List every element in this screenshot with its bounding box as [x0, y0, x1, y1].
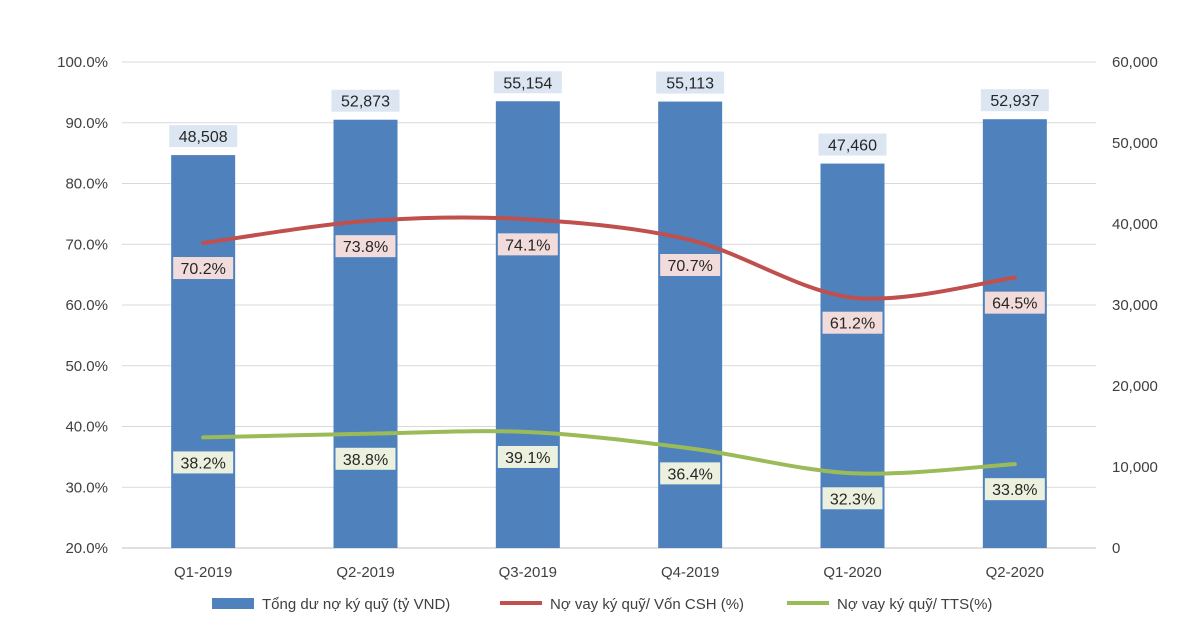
bar [333, 119, 398, 548]
bar-label-bg [980, 89, 1049, 112]
line-label-bg [335, 447, 396, 470]
bar-data-label: 47,460 [828, 138, 877, 155]
left-tick-label: 100.0% [57, 54, 108, 71]
line-data-label: 36.4% [667, 466, 712, 483]
category-label: Q1-2020 [823, 564, 881, 581]
right-axis: 0 10,000 20,000 30,000 40,000 50,000 60,000 [1112, 54, 1158, 557]
line-data-label: 39.1% [505, 450, 550, 467]
bar-label-bg [169, 125, 238, 148]
left-tick-label: 60.0% [65, 297, 108, 314]
line-data-label: 38.2% [180, 455, 225, 472]
line-label-bg [497, 445, 558, 468]
line-data-label: 38.8% [343, 452, 388, 469]
bar [982, 119, 1047, 548]
series-line [201, 429, 1017, 476]
line-data-label: 70.2% [180, 261, 225, 278]
line-data-label: 32.3% [830, 491, 875, 508]
left-tick-label: 80.0% [65, 176, 108, 193]
right-tick-label: 50,000 [1112, 135, 1158, 152]
line-labels: 70.2% 73.8% 74.1% 70.7% 61.2% 64.5% 38.2% 38.8%… [173, 233, 1045, 510]
legend[interactable]: Tổng dư nợ ký quỹ (tỷ VND) Nợ vay ký quỹ/… [212, 596, 992, 613]
right-tick-label: 60,000 [1112, 54, 1158, 71]
left-axis: 20.0% 30.0% 40.0% 50.0% 60.0% 70.0% 80.0% 90.0%… [57, 54, 108, 557]
right-tick-label: 0 [1112, 540, 1120, 557]
right-tick-label: 40,000 [1112, 216, 1158, 233]
line-label-bg [173, 257, 234, 280]
bar-data-label: 52,873 [341, 94, 390, 111]
left-tick-label: 50.0% [65, 358, 108, 375]
left-tick-label: 30.0% [65, 479, 108, 496]
bar-data-label: 55,154 [503, 75, 552, 92]
bar-label-bg [818, 133, 887, 156]
legend-label: Tổng dư nợ ký quỹ (tỷ VND) [262, 596, 450, 613]
bar-labels: 48,508 52,873 55,154 55,113 47,460 52,937 [169, 71, 1049, 156]
bar-series [171, 101, 1047, 549]
left-tick-label: 20.0% [65, 540, 108, 557]
line-label-bg [822, 311, 883, 334]
category-label: Q1-2019 [174, 564, 232, 581]
left-tick-label: 90.0% [65, 115, 108, 132]
line-label-bg [984, 291, 1045, 314]
bar [171, 155, 236, 548]
bar [820, 163, 885, 548]
line-series [201, 215, 1017, 476]
left-tick-label: 40.0% [65, 419, 108, 436]
gridlines [122, 61, 1096, 549]
line-data-label: 70.7% [667, 258, 712, 275]
line-data-label: 33.8% [992, 482, 1037, 499]
line-data-label: 64.5% [992, 296, 1037, 313]
series-line [201, 215, 1017, 301]
bar-label-bg [493, 71, 562, 94]
category-axis: Q1-2019 Q2-2019 Q3-2019 Q4-2019 Q1-2020 Q2-20… [174, 564, 1044, 581]
line-label-bg [335, 235, 396, 258]
category-label: Q3-2019 [499, 564, 557, 581]
line-data-label: 61.2% [830, 316, 875, 333]
line-label-bg [984, 478, 1045, 501]
bar-data-label: 52,937 [990, 93, 1039, 110]
legend-label: Nợ vay ký quỹ/ TTS(%) [837, 596, 992, 613]
line-label-bg [497, 233, 558, 256]
right-tick-label: 10,000 [1112, 459, 1158, 476]
legend-swatch [212, 598, 254, 609]
line-data-label: 73.8% [343, 239, 388, 256]
category-label: Q2-2019 [336, 564, 394, 581]
line-label-bg [822, 487, 883, 510]
line-label-bg [660, 253, 721, 276]
bar-data-label: 55,113 [666, 76, 714, 93]
line-data-label: 74.1% [505, 237, 550, 254]
line-label-bg [173, 451, 234, 474]
category-label: Q4-2019 [661, 564, 719, 581]
bar [495, 101, 560, 549]
left-tick-label: 70.0% [65, 236, 108, 253]
legend-label: Nợ vay ký quỹ/ Vốn CSH (%) [550, 596, 744, 613]
right-tick-label: 30,000 [1112, 297, 1158, 314]
right-tick-label: 20,000 [1112, 378, 1158, 395]
category-label: Q2-2020 [986, 564, 1044, 581]
bar-label-bg [656, 71, 725, 94]
bar-data-label: 48,508 [179, 129, 228, 146]
bar-label-bg [331, 89, 400, 112]
line-label-bg [660, 462, 721, 485]
